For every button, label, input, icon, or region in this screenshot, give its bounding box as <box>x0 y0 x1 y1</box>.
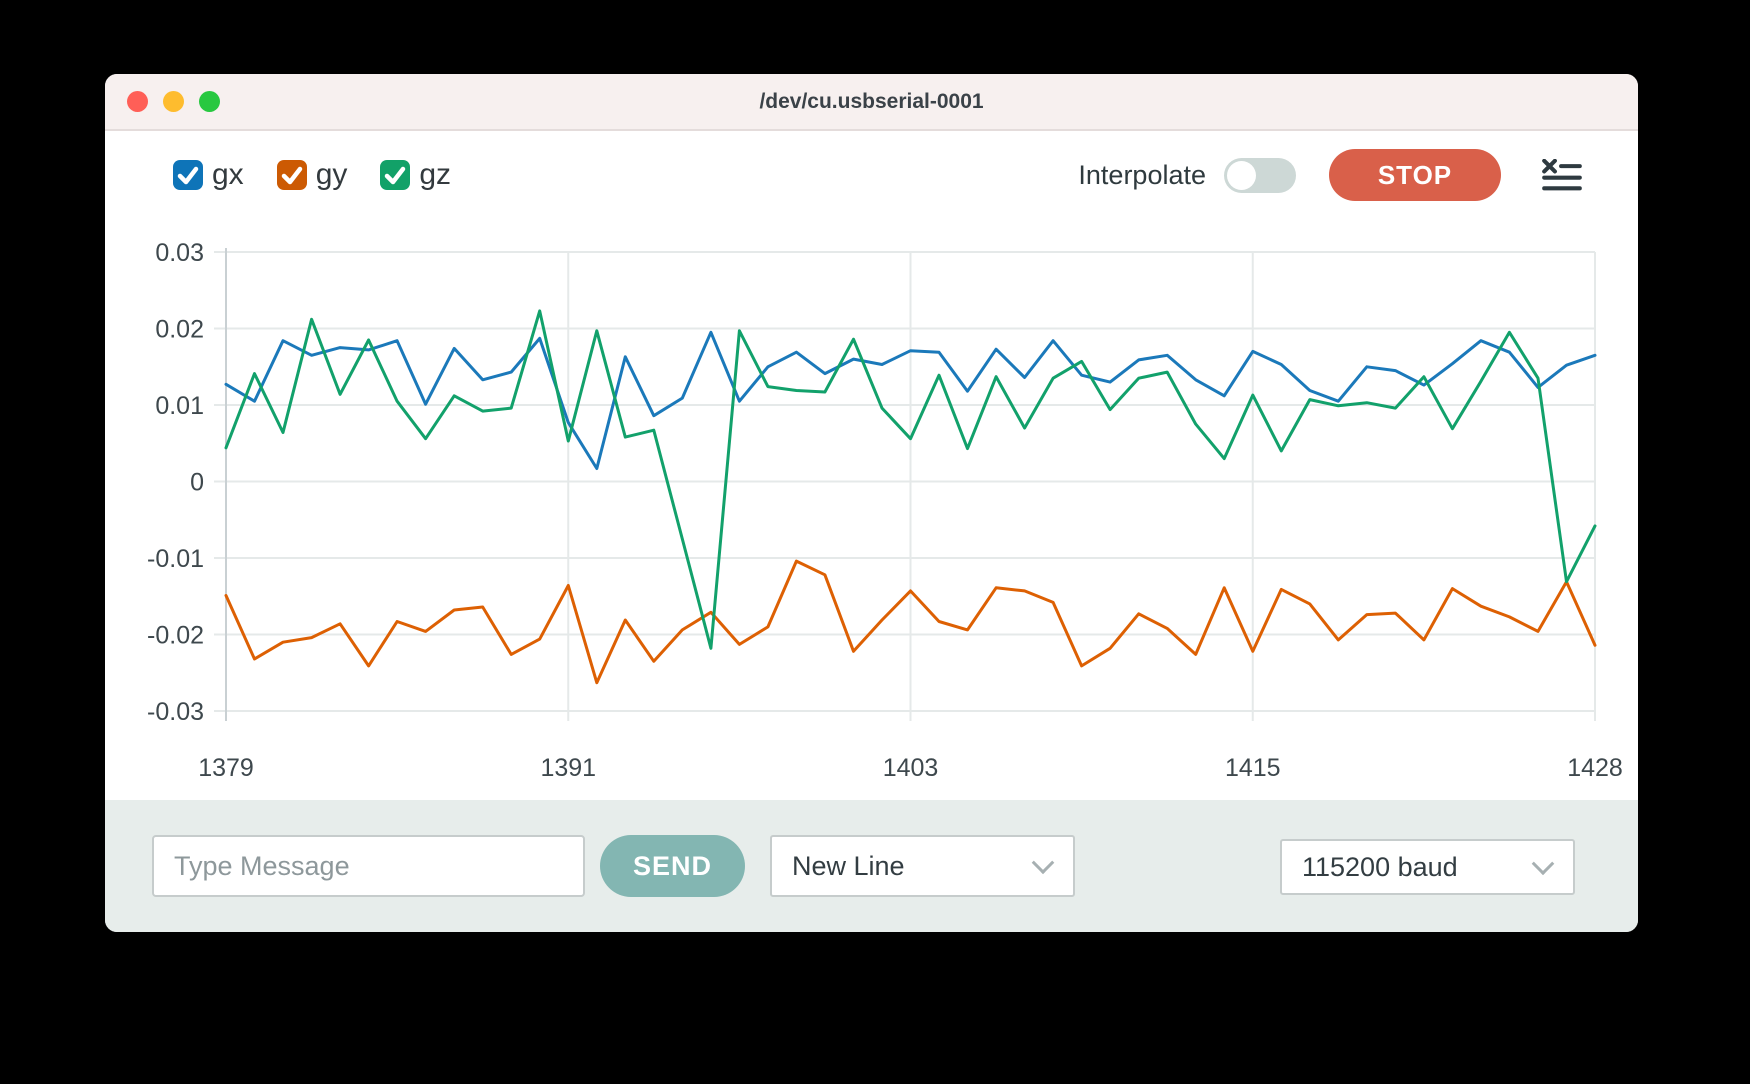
title-bar[interactable]: /dev/cu.usbserial-0001 <box>105 74 1638 131</box>
bottom-bar: SEND New Line 115200 baud <box>105 800 1638 932</box>
zoom-window-button[interactable] <box>199 91 220 112</box>
svg-text:0.02: 0.02 <box>155 316 204 344</box>
legend-item-gx[interactable]: gx <box>173 158 244 192</box>
toggle-knob <box>1227 160 1256 190</box>
line-chart[interactable]: 0.03 0.02 0.01 0 -0.01 -0.02 -0.03 1379 1391 1403… <box>105 218 1638 818</box>
svg-text:1391: 1391 <box>540 754 596 782</box>
legend-label-gx: gx <box>212 158 244 191</box>
message-input[interactable] <box>152 835 585 897</box>
svg-text:0: 0 <box>190 469 204 497</box>
gz-checkbox[interactable] <box>380 160 411 190</box>
svg-text:-0.01: -0.01 <box>147 545 204 573</box>
chart-svg: 0.03 0.02 0.01 0 -0.01 -0.02 -0.03 1379 1391 1403… <box>147 239 1623 782</box>
legend-label-gz: gz <box>419 158 452 191</box>
legend-item-gy[interactable]: gy <box>276 158 348 192</box>
close-window-button[interactable] <box>127 91 148 112</box>
gx-checkbox[interactable] <box>173 160 203 190</box>
line-ending-value: New Line <box>792 850 905 881</box>
svg-text:0.03: 0.03 <box>155 239 204 267</box>
line-ending-select[interactable]: New Line <box>770 835 1075 897</box>
window-title: /dev/cu.usbserial-0001 <box>759 89 984 113</box>
checkmark-icon <box>281 166 302 185</box>
interpolate-label: Interpolate <box>1078 159 1206 190</box>
svg-text:1415: 1415 <box>1225 754 1281 782</box>
minimize-window-button[interactable] <box>163 91 184 112</box>
chevron-down-icon <box>1531 852 1555 876</box>
chart-toolbar: gx gy gz Interpolate <box>105 131 1638 219</box>
baud-rate-value: 115200 baud <box>1302 851 1458 882</box>
checkmark-icon <box>385 166 406 185</box>
legend-item-gz[interactable]: gz <box>380 158 451 192</box>
series-legend: gx gy gz <box>173 158 451 192</box>
window-controls <box>127 74 220 129</box>
svg-text:-0.03: -0.03 <box>147 698 204 726</box>
svg-text:1379: 1379 <box>198 754 254 782</box>
send-button[interactable]: SEND <box>600 835 745 897</box>
checkmark-icon <box>177 166 199 185</box>
legend-label-gy: gy <box>315 158 348 191</box>
baud-rate-select[interactable]: 115200 baud <box>1280 839 1575 895</box>
svg-text:1428: 1428 <box>1567 754 1623 782</box>
svg-text:0.01: 0.01 <box>155 392 204 420</box>
gy-checkbox[interactable] <box>276 160 307 190</box>
svg-text:-0.02: -0.02 <box>147 622 204 650</box>
app-window: /dev/cu.usbserial-0001 gx gy <box>105 74 1638 932</box>
interpolate-toggle[interactable] <box>1224 157 1296 193</box>
svg-text:1403: 1403 <box>883 754 939 782</box>
chevron-down-icon <box>1031 851 1055 875</box>
clear-list-icon[interactable] <box>1541 159 1583 191</box>
stop-button[interactable]: STOP <box>1329 149 1501 201</box>
